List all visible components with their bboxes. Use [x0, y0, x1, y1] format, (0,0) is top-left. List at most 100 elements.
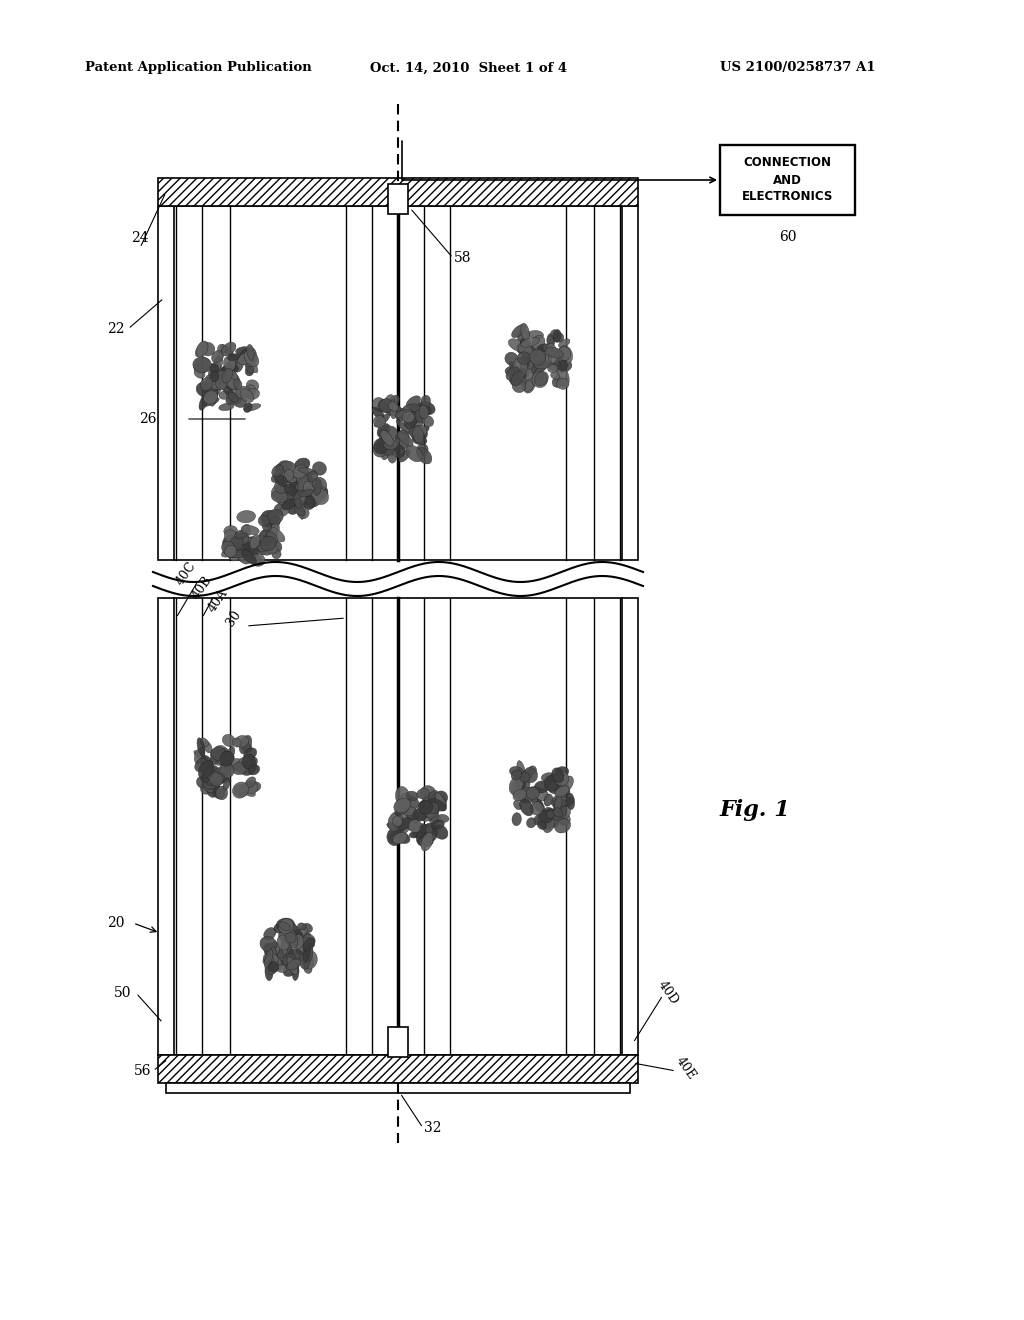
Text: 56: 56	[134, 1064, 152, 1078]
Ellipse shape	[233, 379, 242, 389]
Ellipse shape	[535, 781, 549, 793]
Ellipse shape	[238, 354, 252, 364]
Ellipse shape	[432, 795, 439, 803]
Ellipse shape	[261, 511, 278, 525]
Ellipse shape	[247, 345, 254, 360]
Ellipse shape	[287, 477, 297, 483]
Ellipse shape	[534, 800, 545, 813]
Ellipse shape	[223, 362, 237, 374]
Ellipse shape	[295, 499, 305, 515]
Bar	[158, 1055, 638, 1082]
Ellipse shape	[209, 381, 221, 397]
Ellipse shape	[279, 929, 292, 944]
Ellipse shape	[555, 795, 562, 810]
Ellipse shape	[246, 536, 257, 552]
Ellipse shape	[202, 768, 216, 783]
Ellipse shape	[511, 780, 525, 799]
Ellipse shape	[244, 350, 259, 367]
Ellipse shape	[413, 814, 420, 824]
Ellipse shape	[274, 924, 284, 933]
Text: 58: 58	[455, 251, 472, 265]
Ellipse shape	[547, 810, 554, 818]
Ellipse shape	[407, 817, 419, 830]
Ellipse shape	[241, 524, 251, 540]
Ellipse shape	[234, 735, 249, 747]
Ellipse shape	[295, 458, 310, 471]
Ellipse shape	[408, 405, 426, 421]
Ellipse shape	[236, 387, 251, 399]
Ellipse shape	[398, 817, 412, 830]
Ellipse shape	[204, 777, 217, 789]
Ellipse shape	[406, 805, 415, 821]
Ellipse shape	[227, 545, 240, 558]
Ellipse shape	[263, 956, 274, 966]
Ellipse shape	[203, 777, 218, 793]
Ellipse shape	[389, 405, 400, 416]
Ellipse shape	[547, 334, 555, 347]
Ellipse shape	[204, 742, 212, 752]
Ellipse shape	[241, 348, 252, 360]
Ellipse shape	[312, 462, 327, 475]
Ellipse shape	[223, 779, 229, 791]
Ellipse shape	[220, 345, 233, 355]
Ellipse shape	[303, 935, 315, 945]
Ellipse shape	[215, 750, 225, 764]
Ellipse shape	[376, 417, 385, 426]
Ellipse shape	[276, 935, 290, 950]
Ellipse shape	[210, 364, 219, 375]
Ellipse shape	[558, 339, 570, 347]
Ellipse shape	[274, 964, 287, 973]
Text: 40C: 40C	[173, 558, 199, 587]
Ellipse shape	[287, 921, 297, 932]
Ellipse shape	[434, 791, 447, 805]
Ellipse shape	[279, 461, 293, 471]
Ellipse shape	[204, 385, 218, 396]
Ellipse shape	[529, 796, 538, 804]
Ellipse shape	[520, 772, 529, 783]
Ellipse shape	[517, 371, 526, 379]
Ellipse shape	[299, 954, 309, 969]
Text: 40A: 40A	[206, 587, 230, 615]
Ellipse shape	[201, 780, 213, 795]
Ellipse shape	[387, 822, 403, 833]
Ellipse shape	[210, 748, 226, 763]
Ellipse shape	[387, 828, 402, 846]
Ellipse shape	[523, 787, 540, 797]
Ellipse shape	[412, 436, 427, 445]
Ellipse shape	[566, 793, 574, 809]
Text: US 2100/0258737 A1: US 2100/0258737 A1	[720, 62, 876, 74]
Ellipse shape	[531, 359, 549, 374]
Ellipse shape	[211, 747, 225, 760]
Ellipse shape	[528, 330, 544, 339]
Bar	[158, 598, 174, 1055]
Ellipse shape	[534, 813, 545, 825]
Ellipse shape	[383, 442, 394, 455]
Ellipse shape	[232, 781, 249, 799]
Ellipse shape	[222, 535, 240, 550]
Ellipse shape	[312, 477, 327, 492]
Ellipse shape	[298, 467, 316, 475]
Ellipse shape	[273, 470, 292, 483]
Ellipse shape	[544, 775, 559, 791]
Ellipse shape	[298, 927, 307, 937]
Ellipse shape	[260, 536, 276, 550]
Ellipse shape	[435, 792, 445, 810]
Ellipse shape	[266, 532, 278, 544]
Ellipse shape	[537, 817, 551, 829]
Ellipse shape	[421, 833, 433, 851]
Ellipse shape	[259, 529, 273, 544]
Ellipse shape	[555, 767, 568, 776]
Ellipse shape	[226, 378, 237, 389]
Ellipse shape	[543, 808, 556, 818]
Ellipse shape	[520, 338, 540, 347]
Ellipse shape	[236, 347, 253, 355]
Ellipse shape	[194, 751, 208, 762]
Ellipse shape	[240, 735, 252, 754]
Ellipse shape	[395, 430, 410, 450]
Ellipse shape	[242, 742, 252, 752]
Ellipse shape	[203, 763, 213, 777]
Ellipse shape	[418, 810, 432, 821]
Ellipse shape	[246, 367, 254, 376]
Ellipse shape	[505, 366, 522, 376]
Ellipse shape	[392, 445, 404, 458]
